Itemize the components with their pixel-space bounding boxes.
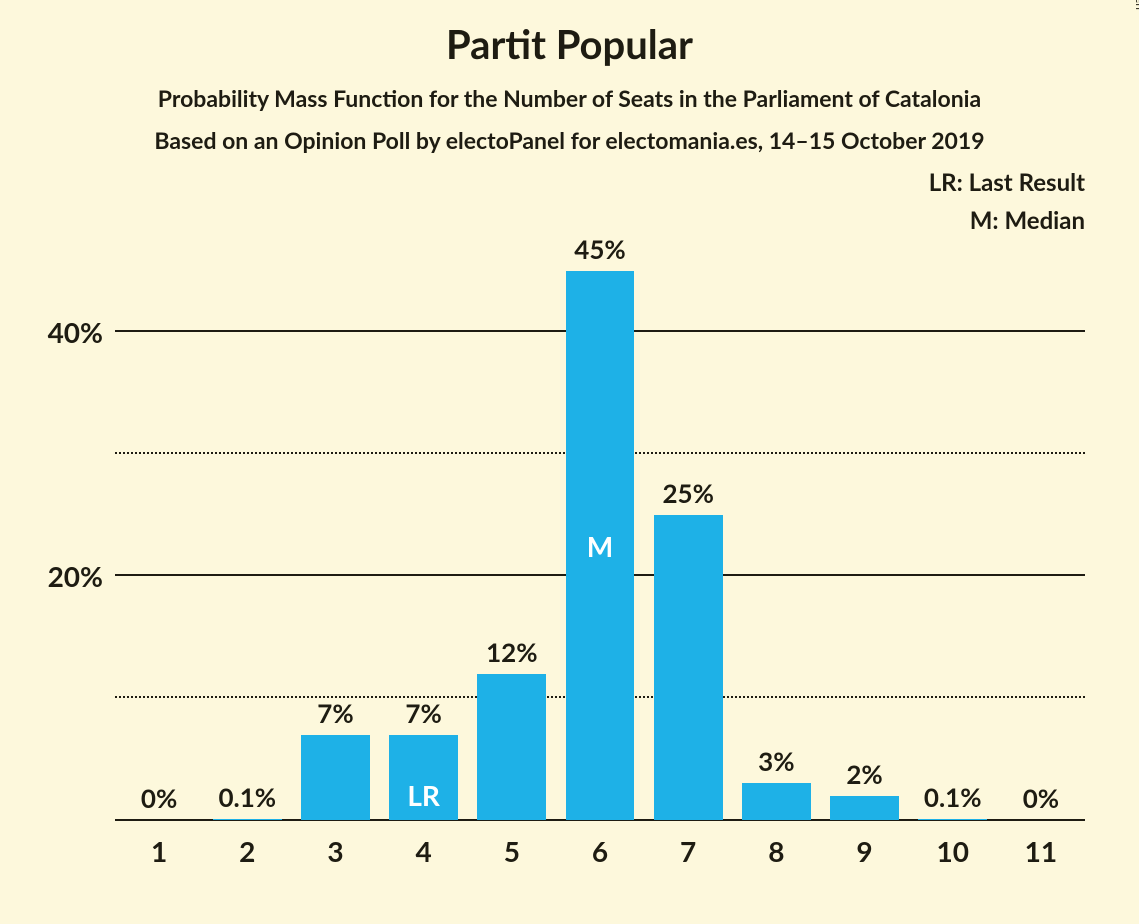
bar: 12% [477,674,546,820]
x-tick-label: 3 [327,820,343,868]
x-tick-label: 7 [680,820,696,868]
legend: LR: Last Result M: Median [929,164,1085,241]
x-tick-label: 10 [936,820,968,868]
bar-in-label: M [587,529,613,563]
bar: 25% [654,515,723,820]
legend-lr: LR: Last Result [929,164,1085,202]
x-tick-label: 5 [504,820,520,868]
bar: 7%LR [389,735,458,820]
title-block: Partit Popular Probability Mass Function… [0,20,1139,168]
x-tick-label: 9 [856,820,872,868]
bar: 2% [830,796,899,820]
bar-value-label: 7% [317,697,353,735]
bar-value-label: 0.1% [924,781,982,819]
bar-value-label: 0% [1023,782,1059,820]
x-tick-label: 8 [768,820,784,868]
bar-value-label: 12% [486,636,537,674]
bar-value-label: 0% [141,782,177,820]
chart-subtitle-2: Based on an Opinion Poll by electoPanel … [0,126,1139,154]
chart-title: Partit Popular [0,20,1139,68]
bar: 45%M [566,271,635,820]
x-tick-label: 6 [592,820,608,868]
bar-value-label: 3% [758,745,794,783]
y-tick-label: 40% [48,315,103,349]
bar-value-label: 0.1% [218,781,276,819]
x-tick-label: 1 [151,820,167,868]
bar-in-label: LR [407,778,440,812]
bar: 3% [742,783,811,820]
legend-m: M: Median [929,202,1085,240]
bar: 7% [301,735,370,820]
bar-value-label: 25% [662,477,713,515]
y-tick-label: 20% [48,559,103,593]
bar-value-label: 7% [405,697,441,735]
copyright-text: © 2020 Filip van Laenen [1133,0,1139,10]
chart-subtitle-1: Probability Mass Function for the Number… [0,84,1139,112]
x-tick-label: 2 [239,820,255,868]
bar-value-label: 45% [574,233,625,271]
x-tick-label: 4 [416,820,432,868]
plot-area: LR: Last Result M: Median 20%40%0%10.1%2… [115,210,1085,820]
x-tick-label: 11 [1025,820,1057,868]
bar-value-label: 2% [846,758,882,796]
